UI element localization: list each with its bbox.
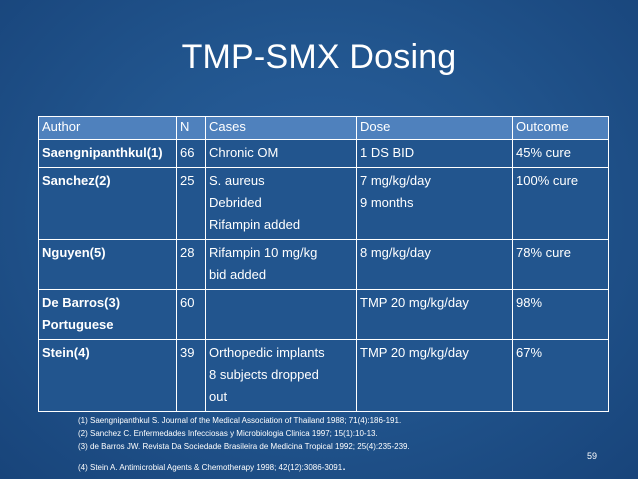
dosing-table: Author N Cases Dose Outcome Saengnipanth… xyxy=(38,116,609,412)
reference-text: (4) Stein A. Antimicrobial Agents & Chem… xyxy=(78,463,343,472)
cases-line: bid added xyxy=(209,267,267,282)
outcome-cell: 100% cure xyxy=(512,167,609,240)
dose-cell: TMP 20 mg/kg/day xyxy=(356,339,513,412)
cases-cell: S. aureus Debrided Rifampin added xyxy=(205,167,357,240)
reference-trailing-mark: . xyxy=(342,457,347,473)
author-line: Saengnipanthkul(1) xyxy=(42,145,163,160)
outcome-cell: 98% xyxy=(512,289,609,340)
n-cell: 66 xyxy=(176,139,206,168)
table-row: De Barros(3) Portuguese 60 TMP 20 mg/kg/… xyxy=(38,289,609,340)
cases-line: out xyxy=(209,389,228,404)
dose-cell: 7 mg/kg/day 9 months xyxy=(356,167,513,240)
outcome-cell: 67% xyxy=(512,339,609,412)
n-cell: 39 xyxy=(176,339,206,412)
table-header-row: Author N Cases Dose Outcome xyxy=(38,116,609,140)
header-cases: Cases xyxy=(205,116,357,140)
cases-line: Rifampin added xyxy=(209,217,301,232)
author-line: Stein(4) xyxy=(42,345,90,360)
header-author: Author xyxy=(38,116,177,140)
table-row: Nguyen(5) 28 Rifampin 10 mg/kg bid added… xyxy=(38,239,609,290)
cases-cell: Orthopedic implants 8 subjects dropped o… xyxy=(205,339,357,412)
author-line: Portuguese xyxy=(42,317,114,332)
table-row: Sanchez(2) 25 S. aureus Debrided Rifampi… xyxy=(38,167,609,240)
cases-line: Rifampin 10 mg/kg xyxy=(209,245,318,260)
author-line: Nguyen(5) xyxy=(42,245,106,260)
cases-line: S. aureus xyxy=(209,173,265,188)
header-outcome: Outcome xyxy=(512,116,609,140)
cases-line: Debrided xyxy=(209,195,262,210)
cases-cell: Rifampin 10 mg/kg bid added xyxy=(205,239,357,290)
author-line: De Barros(3) xyxy=(42,295,121,310)
reference-item: (2) Sanchez C. Enfermedades Infecciosas … xyxy=(78,429,378,438)
n-cell: 28 xyxy=(176,239,206,290)
dose-line: TMP 20 mg/kg/day xyxy=(360,295,469,310)
header-dose: Dose xyxy=(356,116,513,140)
cases-cell: Chronic OM xyxy=(205,139,357,168)
reference-item: (1) Saengnipanthkul S. Journal of the Me… xyxy=(78,416,402,425)
cases-cell xyxy=(205,289,357,340)
outcome-cell: 78% cure xyxy=(512,239,609,290)
header-n: N xyxy=(176,116,206,140)
dose-line: 1 DS BID xyxy=(360,145,415,160)
slide-title: TMP-SMX Dosing xyxy=(181,38,457,76)
table-row: Stein(4) 39 Orthopedic implants 8 subjec… xyxy=(38,339,609,412)
cases-line: 8 subjects dropped xyxy=(209,367,319,382)
author-cell: Sanchez(2) xyxy=(38,167,177,240)
dose-cell: 8 mg/kg/day xyxy=(356,239,513,290)
dose-line: 9 months xyxy=(360,195,414,210)
author-line: Sanchez(2) xyxy=(42,173,111,188)
outcome-cell: 45% cure xyxy=(512,139,609,168)
dose-line: 8 mg/kg/day xyxy=(360,245,431,260)
references-list: (1) Saengnipanthkul S. Journal of the Me… xyxy=(78,414,598,474)
reference-item: (3) de Barros JW. Revista Da Sociedade B… xyxy=(78,442,410,451)
table-row: Saengnipanthkul(1) 66 Chronic OM 1 DS BI… xyxy=(38,139,609,168)
dose-line: TMP 20 mg/kg/day xyxy=(360,345,469,360)
cases-line: Orthopedic implants xyxy=(209,345,325,360)
dose-line: 7 mg/kg/day xyxy=(360,173,431,188)
n-cell: 60 xyxy=(176,289,206,340)
author-cell: Nguyen(5) xyxy=(38,239,177,290)
dose-cell: TMP 20 mg/kg/day xyxy=(356,289,513,340)
dose-cell: 1 DS BID xyxy=(356,139,513,168)
cases-line: Chronic OM xyxy=(209,145,279,160)
author-cell: Saengnipanthkul(1) xyxy=(38,139,177,168)
page-number: 59 xyxy=(587,451,598,461)
reference-item-last: (4) Stein A. Antimicrobial Agents & Chem… xyxy=(78,457,598,474)
author-cell: De Barros(3) Portuguese xyxy=(38,289,177,340)
author-cell: Stein(4) xyxy=(38,339,177,412)
n-cell: 25 xyxy=(176,167,206,240)
